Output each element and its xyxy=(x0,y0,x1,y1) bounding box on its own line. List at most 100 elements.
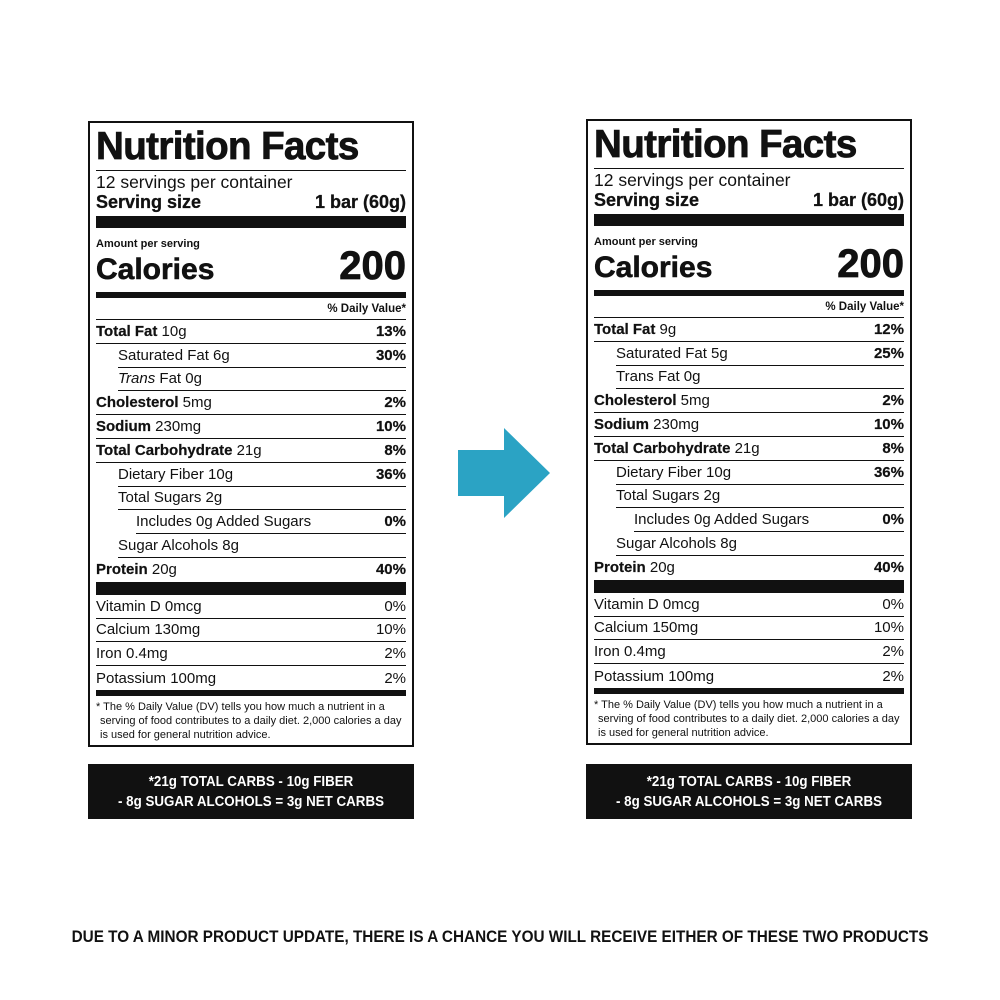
calories-row: Calories 200 xyxy=(96,246,407,287)
vitamin-pct: 2% xyxy=(384,645,406,663)
nutrient-name: Total Carbohydrate xyxy=(96,441,233,459)
net-carbs-line-1: *21g TOTAL CARBS - 10g FIBER xyxy=(148,773,354,790)
nutrient-amount: 230mg xyxy=(151,418,202,436)
nutrition-label-new: Nutrition Facts 12 servings per containe… xyxy=(586,119,912,745)
nutrient-amount: 5mg xyxy=(178,394,212,412)
servings-per-container: 12 servings per container xyxy=(96,172,293,192)
nutrient-pct: 40% xyxy=(873,559,904,577)
nutrient-name: Sugar Alcohols 8g xyxy=(616,535,737,553)
serving-size-value: 1 bar (60g) xyxy=(812,190,904,210)
nutrient-pct: 10% xyxy=(873,416,904,434)
net-carbs-line-2: - 8g SUGAR ALCOHOLS = 3g NET CARBS xyxy=(616,793,882,810)
nutrient-row-sugar-alcohols: Sugar Alcohols 8g xyxy=(118,534,406,558)
vitamin-name: Vitamin D 0mcg xyxy=(96,597,202,615)
nutrient-pct: 40% xyxy=(375,561,406,579)
nutrient-row-trans-fat: Trans Fat 0g xyxy=(118,368,406,392)
nutrient-row-sugar-alcohols: Sugar Alcohols 8g xyxy=(616,532,904,556)
serving-size-label: Serving size xyxy=(96,192,202,212)
nutrient-pct: 2% xyxy=(882,392,904,410)
vitamin-pct: 0% xyxy=(384,597,406,615)
nutrient-row-cholesterol: Cholesterol 5mg 2% xyxy=(96,391,406,416)
nutrient-row-protein: Protein 20g 40% xyxy=(96,558,406,582)
nutrient-row-total-fat: Total Fat 10g 13% xyxy=(96,320,406,344)
nutrient-name: Total Sugars 2g xyxy=(616,487,721,505)
nutrient-pct: 25% xyxy=(873,344,904,362)
vitamin-name: Potassium 100mg xyxy=(96,669,217,687)
nutrient-name: Dietary Fiber 10g xyxy=(118,465,234,483)
vitamin-pct: 10% xyxy=(873,619,904,637)
nutrient-name: Includes 0g Added Sugars xyxy=(136,513,312,531)
nutrient-amount: 230mg xyxy=(649,416,700,434)
nutrient-row-total-carbohydrate: Total Carbohydrate 21g 8% xyxy=(96,439,406,463)
vitamin-pct: 2% xyxy=(882,667,904,685)
nutrient-row-added-sugars: Includes 0g Added Sugars 0% xyxy=(136,510,406,535)
vitamin-pct: 10% xyxy=(375,621,406,639)
vitamin-pct: 2% xyxy=(384,669,406,687)
calories-value: 200 xyxy=(837,242,905,286)
label-title: Nutrition Facts xyxy=(594,123,858,166)
vitamin-pct: 2% xyxy=(882,643,904,661)
nutrient-name: Cholesterol xyxy=(96,394,179,412)
daily-value-header: % Daily Value* xyxy=(594,296,904,318)
nutrient-row-saturated-fat: Saturated Fat 6g 30% xyxy=(118,344,406,368)
vitamin-row: Calcium 130mg 10% xyxy=(96,619,406,643)
serving-size-label: Serving size xyxy=(594,190,700,210)
nutrient-row-sodium: Sodium 230mg 10% xyxy=(594,413,904,437)
divider xyxy=(594,168,904,169)
nutrient-name: Includes 0g Added Sugars xyxy=(634,511,810,529)
product-update-notice: DUE TO A MINOR PRODUCT UPDATE, THERE IS … xyxy=(0,926,1000,948)
thick-divider xyxy=(594,214,904,226)
thick-divider xyxy=(96,581,406,595)
nutrient-name: Total Sugars 2g xyxy=(118,489,223,507)
nutrient-amount: 20g xyxy=(645,559,675,577)
nutrient-name: Sodium xyxy=(594,416,649,434)
nutrient-name: Total Carbohydrate xyxy=(594,439,731,457)
nutrient-row-protein: Protein 20g 40% xyxy=(594,556,904,580)
servings-per-container: 12 servings per container xyxy=(594,170,791,190)
nutrient-name: Protein xyxy=(594,559,646,577)
nutrient-row-total-sugars: Total Sugars 2g xyxy=(616,485,904,509)
vitamin-row: Potassium 100mg 2% xyxy=(594,664,904,688)
arrow-right-icon xyxy=(458,428,550,518)
net-carbs-banner: *21g TOTAL CARBS - 10g FIBER - 8g SUGAR … xyxy=(586,764,912,819)
amount-per-serving: Amount per serving xyxy=(594,236,698,248)
nutrient-name: Total Fat xyxy=(96,322,158,340)
nutrient-pct: 0% xyxy=(384,513,406,531)
calories-row: Calories 200 xyxy=(594,244,905,285)
nutrient-row-cholesterol: Cholesterol 5mg 2% xyxy=(594,389,904,414)
calories-label: Calories xyxy=(594,251,713,284)
notice-text: DUE TO A MINOR PRODUCT UPDATE, THERE IS … xyxy=(71,927,929,946)
serving-size-row: Serving size 1 bar (60g) xyxy=(96,192,406,212)
vitamin-name: Vitamin D 0mcg xyxy=(594,595,700,613)
medium-divider xyxy=(96,689,406,696)
nutrient-name: Cholesterol xyxy=(594,392,677,410)
nutrient-amount: 10g xyxy=(157,322,187,340)
nutrient-pct: 36% xyxy=(375,465,406,483)
nutrient-amount: 20g xyxy=(147,561,177,579)
amount-per-serving: Amount per serving xyxy=(96,238,200,250)
nutrient-name-italic: Trans xyxy=(118,370,156,388)
nutrient-row-sodium: Sodium 230mg 10% xyxy=(96,415,406,439)
vitamin-row: Vitamin D 0mcg 0% xyxy=(96,595,406,619)
nutrient-pct: 30% xyxy=(375,346,406,364)
nutrient-amount: 21g xyxy=(730,439,760,457)
serving-size-value: 1 bar (60g) xyxy=(314,192,406,212)
vitamin-name: Potassium 100mg xyxy=(594,667,715,685)
nutrient-name: Sugar Alcohols 8g xyxy=(118,537,239,555)
medium-divider xyxy=(594,687,904,694)
nutrient-row-total-fat: Total Fat 9g 12% xyxy=(594,318,904,342)
nutrient-pct: 12% xyxy=(873,320,904,338)
footnote: * The % Daily Value (DV) tells you how m… xyxy=(96,700,402,741)
nutrient-row-dietary-fiber: Dietary Fiber 10g 36% xyxy=(616,461,904,485)
nutrition-label-old: Nutrition Facts 12 servings per containe… xyxy=(88,121,414,747)
nutrient-amount: 21g xyxy=(232,441,262,459)
nutrient-amount: 5mg xyxy=(676,392,710,410)
nutrient-pct: 0% xyxy=(882,511,904,529)
nutrient-name: Saturated Fat 5g xyxy=(616,344,728,362)
footnote: * The % Daily Value (DV) tells you how m… xyxy=(594,698,900,739)
nutrient-name: Protein xyxy=(96,561,148,579)
medium-divider xyxy=(594,290,904,296)
daily-value-header: % Daily Value* xyxy=(96,298,406,320)
vitamin-row: Iron 0.4mg 2% xyxy=(594,640,904,665)
nutrient-pct: 2% xyxy=(384,394,406,412)
